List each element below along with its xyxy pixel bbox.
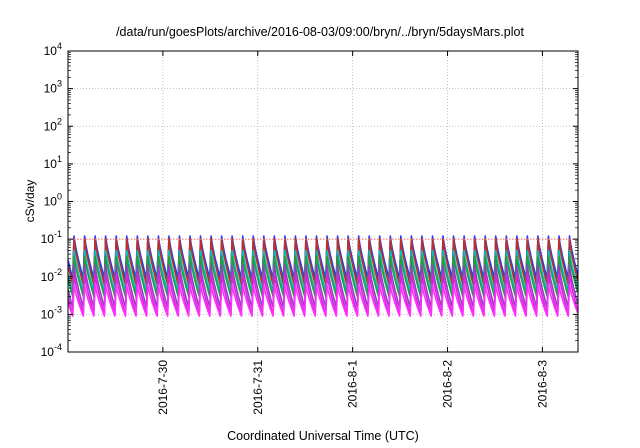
y-tick-label: 102 xyxy=(44,116,62,133)
x-tick-label: 2016-8-3 xyxy=(535,360,549,408)
x-tick-label: 2016-8-2 xyxy=(441,360,455,408)
y-axis-label: cSv/day xyxy=(23,180,37,223)
series-line xyxy=(67,273,579,316)
x-tick-label: 2016-7-31 xyxy=(251,360,265,415)
y-tick-label: 104 xyxy=(44,41,62,58)
series-line xyxy=(67,284,579,317)
y-tick-label: 100 xyxy=(44,192,62,209)
series-line xyxy=(67,238,579,286)
y-tick-label: 101 xyxy=(44,154,62,171)
series-line xyxy=(67,264,579,309)
x-axis: 2016-7-30 2016-7-31 2016-8-1 2016-8-2 2016-8… xyxy=(156,51,549,415)
y-tick-label: 10-4 xyxy=(41,342,62,359)
y-tick-label: 10-2 xyxy=(41,267,62,284)
y-tick-label: 10-1 xyxy=(41,229,62,246)
chart-title: /data/run/goesPlots/archive/2016-08-03/0… xyxy=(116,25,524,39)
series-line xyxy=(67,235,579,280)
series-layer xyxy=(67,235,579,317)
series-line xyxy=(67,249,579,293)
x-axis-label: Coordinated Universal Time (UTC) xyxy=(227,429,419,443)
y-tick-label: 103 xyxy=(44,79,62,96)
y-axis: 10-4 10-3 10-2 10-1 100 101 102 103 104 xyxy=(41,41,578,359)
x-tick-label: 2016-8-1 xyxy=(346,360,360,408)
y-tick-label: 10-3 xyxy=(41,304,62,321)
series-line xyxy=(67,255,579,298)
x-tick-label: 2016-7-30 xyxy=(156,360,170,415)
